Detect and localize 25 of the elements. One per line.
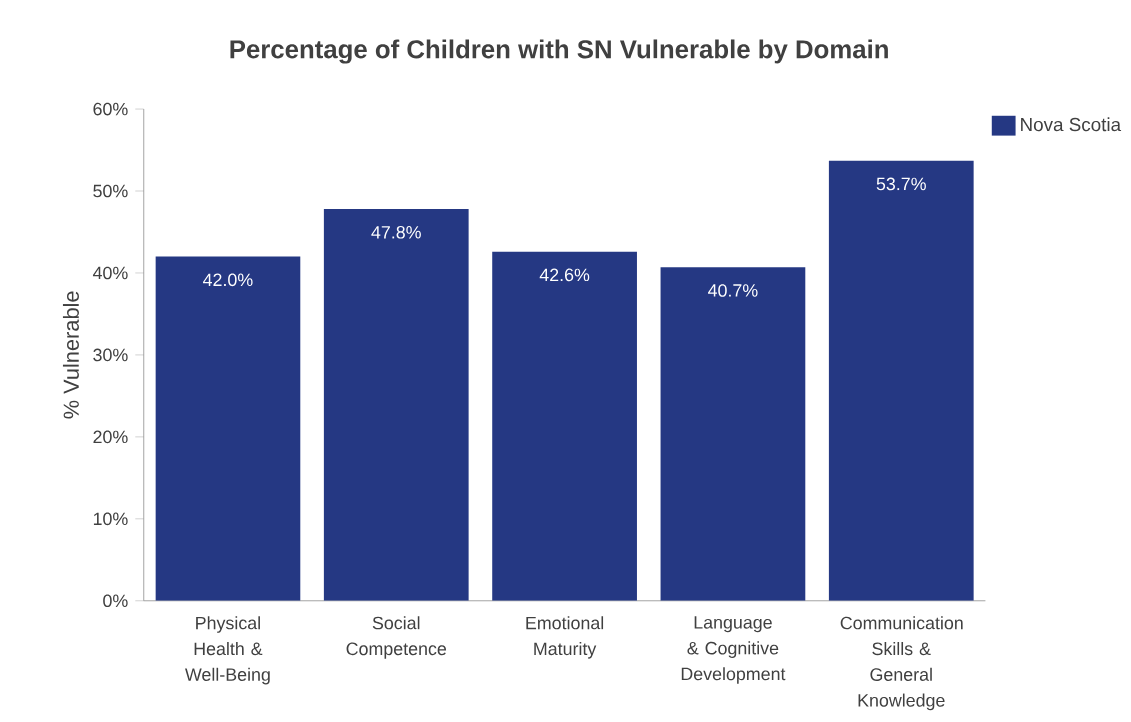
bar	[828, 160, 974, 601]
y-tick-label: 20%	[93, 430, 128, 444]
data-label: 47.8%	[371, 226, 421, 239]
y-axis-title: % Vulnerable	[62, 291, 79, 419]
data-label: 53.7%	[876, 177, 926, 191]
y-tick-label: 50%	[93, 184, 128, 198]
data-label: 42.0%	[203, 273, 253, 287]
legend-label: Nova Scotia	[1021, 117, 1122, 132]
y-tick-label: 0%	[103, 594, 128, 608]
y-tick-label: 30%	[93, 348, 128, 362]
x-tick-label: Social Competence	[346, 616, 447, 659]
x-tick-label: Physical Health & Well-Being	[185, 616, 270, 685]
bar	[155, 256, 301, 601]
chart-title: Percentage of Children with SN Vulnerable by Domain	[230, 39, 888, 64]
x-tick-label: Emotional Maturity	[526, 616, 604, 659]
bar	[492, 251, 637, 601]
x-tick-label: Communication Skills & General Knowledge	[840, 616, 963, 711]
y-tick-label: 60%	[93, 102, 128, 116]
data-label: 42.6%	[539, 268, 590, 282]
x-tick-label: Language & Cognitive Development	[681, 616, 786, 684]
y-tick-label: 40%	[92, 266, 128, 280]
data-label: 40.7%	[708, 284, 758, 297]
bar	[323, 209, 469, 601]
y-tick-label: 10%	[93, 512, 128, 526]
bar	[660, 267, 806, 601]
